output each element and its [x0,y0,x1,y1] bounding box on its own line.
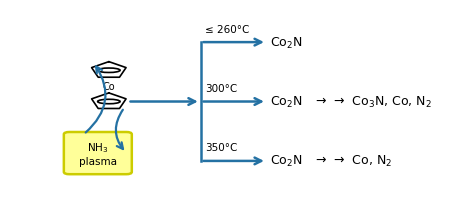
Text: NH$_3$
plasma: NH$_3$ plasma [79,140,117,166]
Text: 350°C: 350°C [205,143,237,153]
Text: →  →  Co$_3$N, Co, N$_2$: → → Co$_3$N, Co, N$_2$ [315,95,431,109]
Text: Co$_2$N: Co$_2$N [271,95,303,109]
Text: Co$_2$N: Co$_2$N [271,35,303,50]
Text: Co$_2$N: Co$_2$N [271,154,303,169]
FancyBboxPatch shape [64,132,132,174]
Text: ≤ 260°C: ≤ 260°C [205,24,249,34]
Text: →  →  Co, N$_2$: → → Co, N$_2$ [315,154,392,169]
Text: 300°C: 300°C [205,83,237,94]
Text: Co: Co [102,81,115,92]
